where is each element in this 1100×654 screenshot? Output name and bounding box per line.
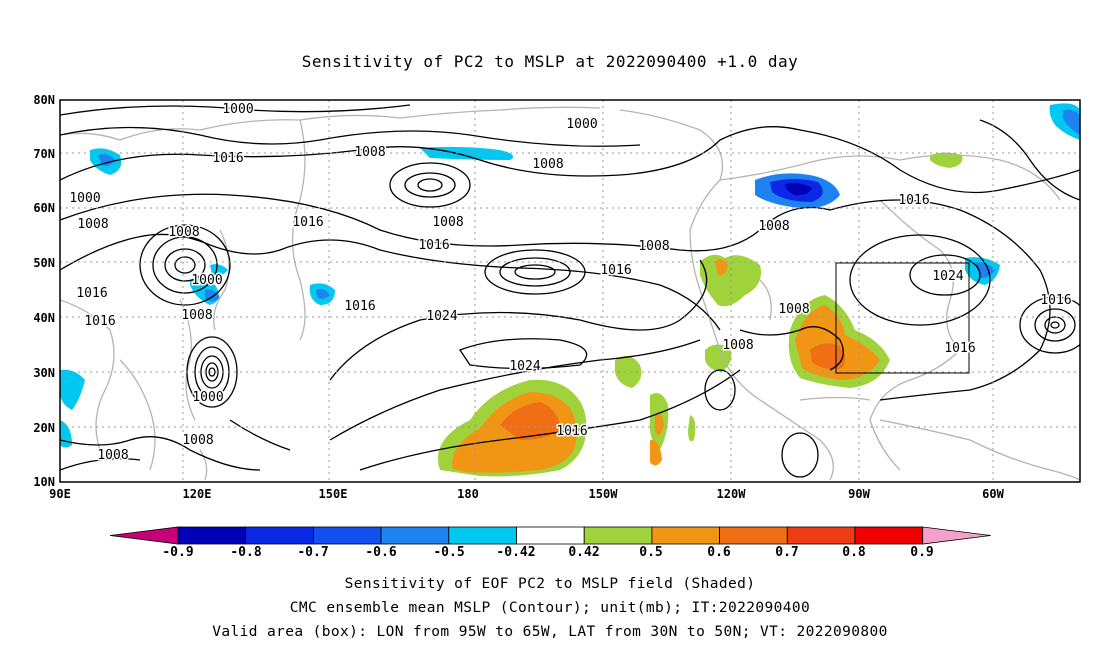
colorbar-swatch: [786, 526, 856, 545]
colorbar-label: 0.6: [707, 545, 731, 560]
contour-label: 1008: [77, 217, 108, 232]
colorbar-label: 0.8: [842, 545, 866, 560]
lon-label: 150W: [589, 487, 619, 501]
contour-label: 1016: [898, 193, 929, 208]
contour-label: 1016: [84, 314, 115, 329]
longitude-labels: 90E 120E 150E 180 150W 120W 90W 60W: [49, 487, 1004, 501]
colorbar-swatch: [380, 526, 450, 545]
colorbar-swatch: [312, 526, 382, 545]
contour-label: 1008: [432, 215, 463, 230]
caption-line-2: CMC ensemble mean MSLP (Contour); unit(m…: [290, 600, 810, 616]
lat-label: 20N: [33, 421, 55, 435]
caption-line-3: Valid area (box): LON from 95W to 65W, L…: [212, 624, 888, 640]
contour-label: 1008: [778, 302, 809, 317]
contour-label: 1016: [76, 286, 107, 301]
colorbar-swatch: [719, 526, 788, 545]
lat-label: 80N: [33, 93, 55, 107]
colorbar-label: 0.7: [775, 545, 798, 560]
contour-label: 1000: [69, 191, 100, 206]
lat-label: 60N: [33, 201, 55, 215]
contour-label: 1000: [566, 117, 597, 132]
lon-label: 90E: [49, 487, 71, 501]
colorbar-swatch: [448, 526, 517, 545]
lon-label: 150E: [319, 487, 348, 501]
contour-label: 1008: [168, 225, 199, 240]
contour-label: 1008: [182, 433, 213, 448]
lat-label: 10N: [33, 475, 55, 489]
colorbar-arrow-low: [109, 526, 179, 545]
contour-label: 1024: [426, 309, 457, 324]
contour-label: 1000: [192, 390, 223, 405]
lon-label: 180: [457, 487, 479, 501]
mslp-contours: [60, 104, 1080, 478]
latitude-labels: 80N 70N 60N 50N 40N 30N 20N 10N: [33, 93, 55, 489]
plot-frame: [59, 99, 1081, 483]
lon-label: 90W: [848, 487, 870, 501]
colorbar-swatch: [583, 526, 653, 545]
valid-area-box: [835, 262, 970, 374]
colorbar-label: 0.5: [639, 545, 662, 560]
contour-label: 1016: [344, 299, 375, 314]
colorbar-swatch: [177, 526, 247, 545]
colorbar-label: -0.5: [433, 545, 464, 560]
contour-label: 1016: [292, 215, 323, 230]
contour-label: 1008: [181, 308, 212, 323]
colorbar-label: 0.9: [910, 545, 933, 560]
colorbar-label: -0.6: [365, 545, 396, 560]
colorbar-swatch: [854, 526, 924, 545]
colorbar-label: 0.42: [568, 545, 599, 560]
colorbar-labels: -0.9 -0.8 -0.7 -0.6 -0.5 -0.42 0.42 0.5 …: [162, 545, 933, 560]
colorbar-swatch: [245, 526, 314, 545]
contour-label: 1016: [600, 263, 631, 278]
contour-label: 1000: [191, 273, 222, 288]
colorbar-label: -0.7: [297, 545, 328, 560]
contour-label: 1024: [932, 269, 963, 284]
contour-label: 1016: [556, 424, 587, 439]
colorbar-swatch: [651, 526, 721, 545]
coastlines: [60, 106, 1080, 481]
contour-label: 1008: [722, 338, 753, 353]
lat-label: 70N: [33, 147, 55, 161]
colorbar-arrow-high: [922, 526, 991, 545]
gridlines: [60, 100, 1080, 482]
colorbar-swatch: [516, 526, 585, 545]
contour-label: 1016: [944, 341, 975, 356]
figure-title: Sensitivity of PC2 to MSLP at 2022090400…: [302, 52, 799, 71]
contour-label: 1024: [509, 359, 540, 374]
lon-label: 120W: [717, 487, 747, 501]
contour-label: 1016: [1040, 293, 1071, 308]
map-plot: 1000 1016 1008 1000 1008 1008 1016 1008 …: [60, 100, 1080, 482]
shaded-sensitivity: [60, 103, 1080, 477]
contour-label: 1008: [532, 157, 563, 172]
contour-label: 1008: [758, 219, 789, 234]
colorbar: [109, 526, 991, 545]
lat-label: 30N: [33, 366, 55, 380]
colorbar-label: -0.42: [496, 545, 535, 560]
colorbar-label: -0.8: [230, 545, 261, 560]
contour-label: 1000: [222, 102, 253, 117]
caption-line-1: Sensitivity of EOF PC2 to MSLP field (Sh…: [345, 576, 756, 592]
contour-label: 1008: [97, 448, 128, 463]
lon-label: 60W: [982, 487, 1004, 501]
lon-label: 120E: [183, 487, 212, 501]
contour-labels: 1000 1016 1008 1000 1008 1008 1016 1008 …: [68, 101, 1073, 465]
contour-label: 1016: [418, 238, 449, 253]
lat-label: 40N: [33, 311, 55, 325]
contour-label: 1008: [638, 239, 669, 254]
contour-label: 1008: [354, 145, 385, 160]
lat-label: 50N: [33, 256, 55, 270]
contour-label: 1016: [212, 151, 243, 166]
colorbar-label: -0.9: [162, 545, 193, 560]
